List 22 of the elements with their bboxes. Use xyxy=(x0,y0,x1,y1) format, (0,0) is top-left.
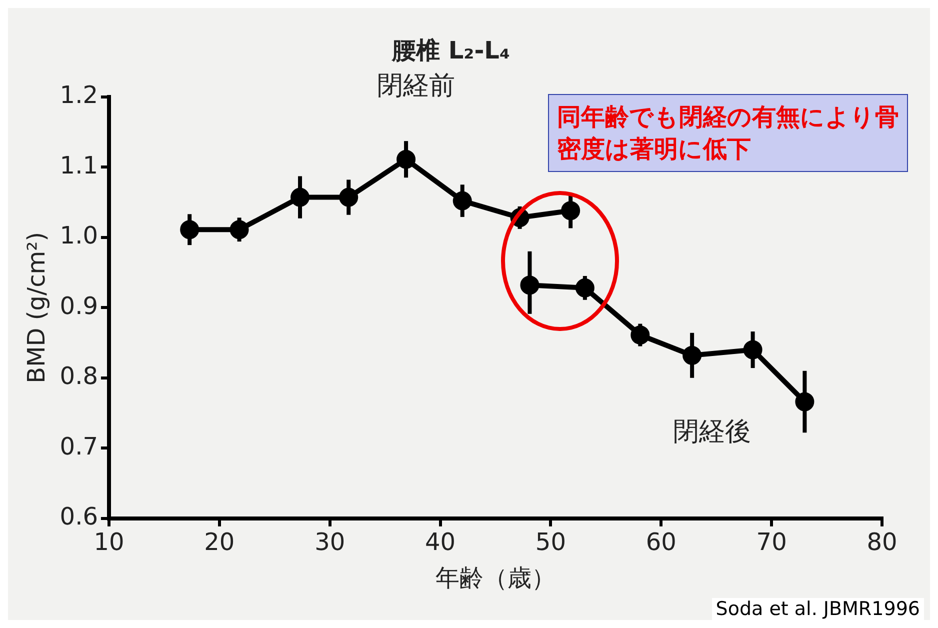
x-tick-label: 50 xyxy=(535,528,566,556)
x-tick-label: 80 xyxy=(866,528,898,556)
y-axis-title: BMD (g/cm²) xyxy=(22,232,51,384)
y-tick-label: 0.9 xyxy=(60,292,98,320)
text: Soda et al. JBMR1996 xyxy=(712,598,924,620)
y-tick-label: 0.7 xyxy=(60,432,98,460)
y-tick-label: 1.2 xyxy=(60,81,98,110)
x-tick-label: 20 xyxy=(204,528,235,556)
chart-title: 腰椎 L₂-L₄ xyxy=(391,36,510,65)
x-axis-title: 年齢（歳） xyxy=(435,564,556,592)
series-label: 閉経後 xyxy=(673,417,752,448)
x-tick-label: 10 xyxy=(94,528,124,556)
x-tick-label: 30 xyxy=(314,528,346,556)
x-tick-label: 70 xyxy=(756,528,787,556)
text: 閉経前 xyxy=(377,71,456,102)
x-tick-label: 40 xyxy=(424,528,456,556)
x-tick-label: 60 xyxy=(646,528,676,556)
y-tick-label: 0.8 xyxy=(60,362,98,390)
y-tick-label: 1.0 xyxy=(60,222,98,250)
annotation: 同年齢でも閉経の有無により骨密度は著明に低下 xyxy=(548,94,908,172)
y-tick-label: 0.6 xyxy=(60,502,98,531)
y-tick-label: 1.1 xyxy=(60,151,98,180)
